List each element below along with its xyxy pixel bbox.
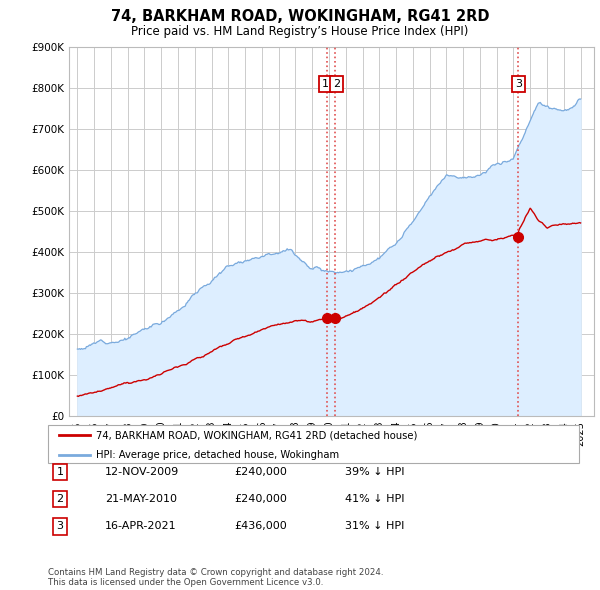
Text: HPI: Average price, detached house, Wokingham: HPI: Average price, detached house, Woki… bbox=[96, 450, 339, 460]
Text: 12-NOV-2009: 12-NOV-2009 bbox=[105, 467, 179, 477]
Text: 16-APR-2021: 16-APR-2021 bbox=[105, 522, 176, 531]
Text: £240,000: £240,000 bbox=[234, 494, 287, 504]
Text: 74, BARKHAM ROAD, WOKINGHAM, RG41 2RD: 74, BARKHAM ROAD, WOKINGHAM, RG41 2RD bbox=[111, 9, 489, 24]
Text: 74, BARKHAM ROAD, WOKINGHAM, RG41 2RD (detached house): 74, BARKHAM ROAD, WOKINGHAM, RG41 2RD (d… bbox=[96, 430, 417, 440]
Text: 39% ↓ HPI: 39% ↓ HPI bbox=[345, 467, 404, 477]
Text: Price paid vs. HM Land Registry’s House Price Index (HPI): Price paid vs. HM Land Registry’s House … bbox=[131, 25, 469, 38]
Text: 2: 2 bbox=[56, 494, 64, 504]
Text: 1: 1 bbox=[322, 79, 329, 89]
Text: 3: 3 bbox=[515, 79, 522, 89]
Text: 31% ↓ HPI: 31% ↓ HPI bbox=[345, 522, 404, 531]
Text: 3: 3 bbox=[56, 522, 64, 531]
Text: 41% ↓ HPI: 41% ↓ HPI bbox=[345, 494, 404, 504]
Text: 1: 1 bbox=[56, 467, 64, 477]
FancyBboxPatch shape bbox=[48, 425, 579, 463]
Text: 21-MAY-2010: 21-MAY-2010 bbox=[105, 494, 177, 504]
Text: 2: 2 bbox=[333, 79, 340, 89]
Text: £240,000: £240,000 bbox=[234, 467, 287, 477]
Text: Contains HM Land Registry data © Crown copyright and database right 2024.
This d: Contains HM Land Registry data © Crown c… bbox=[48, 568, 383, 587]
Text: £436,000: £436,000 bbox=[234, 522, 287, 531]
